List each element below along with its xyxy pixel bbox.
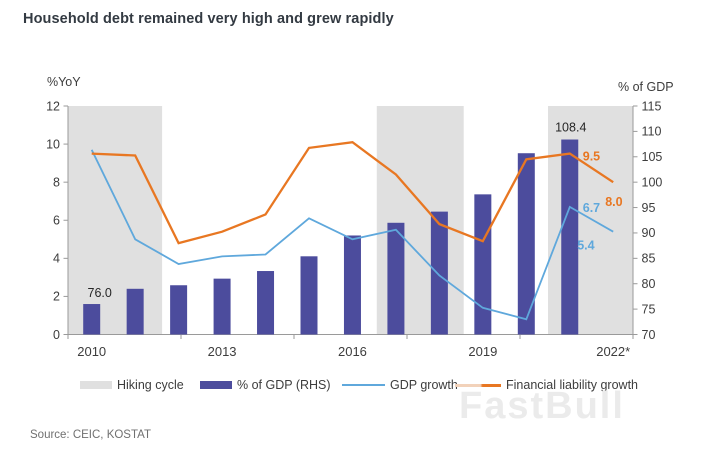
hiking-cycle-band xyxy=(548,106,634,335)
right-axis-tick-label: 80 xyxy=(642,277,656,291)
data-label: 6.7 xyxy=(583,201,600,215)
bar xyxy=(300,256,318,335)
fin-growth-line xyxy=(91,140,614,245)
bar xyxy=(561,139,579,335)
left-axis-tick-label: 8 xyxy=(53,175,60,189)
x-axis-tick-label: 2022* xyxy=(596,344,630,359)
left-axis-tick-label: 10 xyxy=(46,137,60,151)
x-axis-tick-label: 2019 xyxy=(468,344,497,359)
x-axis-tick-label: 2010 xyxy=(77,344,106,359)
left-axis-tick-label: 12 xyxy=(46,99,60,113)
right-axis-tick-label: 110 xyxy=(642,125,662,139)
right-axis-title: % of GDP xyxy=(618,80,674,94)
bar xyxy=(474,194,492,335)
right-axis-tick-label: 100 xyxy=(642,175,663,189)
x-axis-tick-label: 2013 xyxy=(208,344,237,359)
bar xyxy=(430,211,448,335)
data-label: 5.4 xyxy=(577,239,594,253)
legend-label-fin-liability: Financial liability growth xyxy=(506,378,639,392)
bar xyxy=(126,288,144,335)
bar xyxy=(170,285,188,335)
source-note: Source: CEIC, KOSTAT xyxy=(30,429,151,441)
hiking-cycle-swatch xyxy=(80,381,112,389)
bar xyxy=(83,304,101,335)
left-axis-tick-label: 2 xyxy=(53,290,60,304)
right-axis-tick-label: 75 xyxy=(642,302,656,316)
gdp-growth-swatch xyxy=(342,383,385,387)
legend-label-gdp-growth: GDP growth xyxy=(390,378,458,392)
bar xyxy=(257,271,275,335)
legend-label-pct-gdp: % of GDP (RHS) xyxy=(237,378,331,392)
legend-item-fin-liability: Financial liability growth xyxy=(455,377,638,393)
x-axis-tick-label: 2016 xyxy=(338,344,367,359)
watermark: FastBull xyxy=(459,385,625,427)
bar xyxy=(213,278,231,335)
right-axis-tick-label: 115 xyxy=(642,99,662,113)
left-axis-title: %YoY xyxy=(47,75,81,89)
legend-item-hiking-cycle: Hiking cycle xyxy=(80,377,184,393)
bar xyxy=(343,235,361,335)
right-axis-tick-label: 95 xyxy=(642,201,656,215)
legend-item-gdp-growth: GDP growth xyxy=(342,377,458,393)
left-axis-tick-label: 6 xyxy=(53,214,60,228)
bar xyxy=(387,222,405,335)
hiking-cycle-band xyxy=(67,106,163,335)
bar xyxy=(517,153,535,335)
gdp-growth-line xyxy=(90,149,614,321)
right-axis-tick-label: 105 xyxy=(642,150,663,164)
data-label: 8.0 xyxy=(605,195,622,209)
right-axis-tick-label: 90 xyxy=(642,226,656,240)
left-axis-tick-label: 0 xyxy=(53,328,60,342)
legend-label-hiking-cycle: Hiking cycle xyxy=(117,378,184,392)
data-label: 108.4 xyxy=(555,121,586,135)
right-axis-tick-label: 70 xyxy=(642,328,656,342)
data-label: 9.5 xyxy=(583,150,600,164)
right-axis-tick-label: 85 xyxy=(642,252,656,266)
legend-item-pct-gdp: % of GDP (RHS) xyxy=(200,377,331,393)
chart-title: Household debt remained very high and gr… xyxy=(23,11,394,27)
fin-liability-swatch xyxy=(455,383,501,387)
pct-gdp-swatch xyxy=(200,381,232,389)
left-axis-tick-label: 4 xyxy=(53,252,60,266)
data-label: 76.0 xyxy=(88,286,112,300)
